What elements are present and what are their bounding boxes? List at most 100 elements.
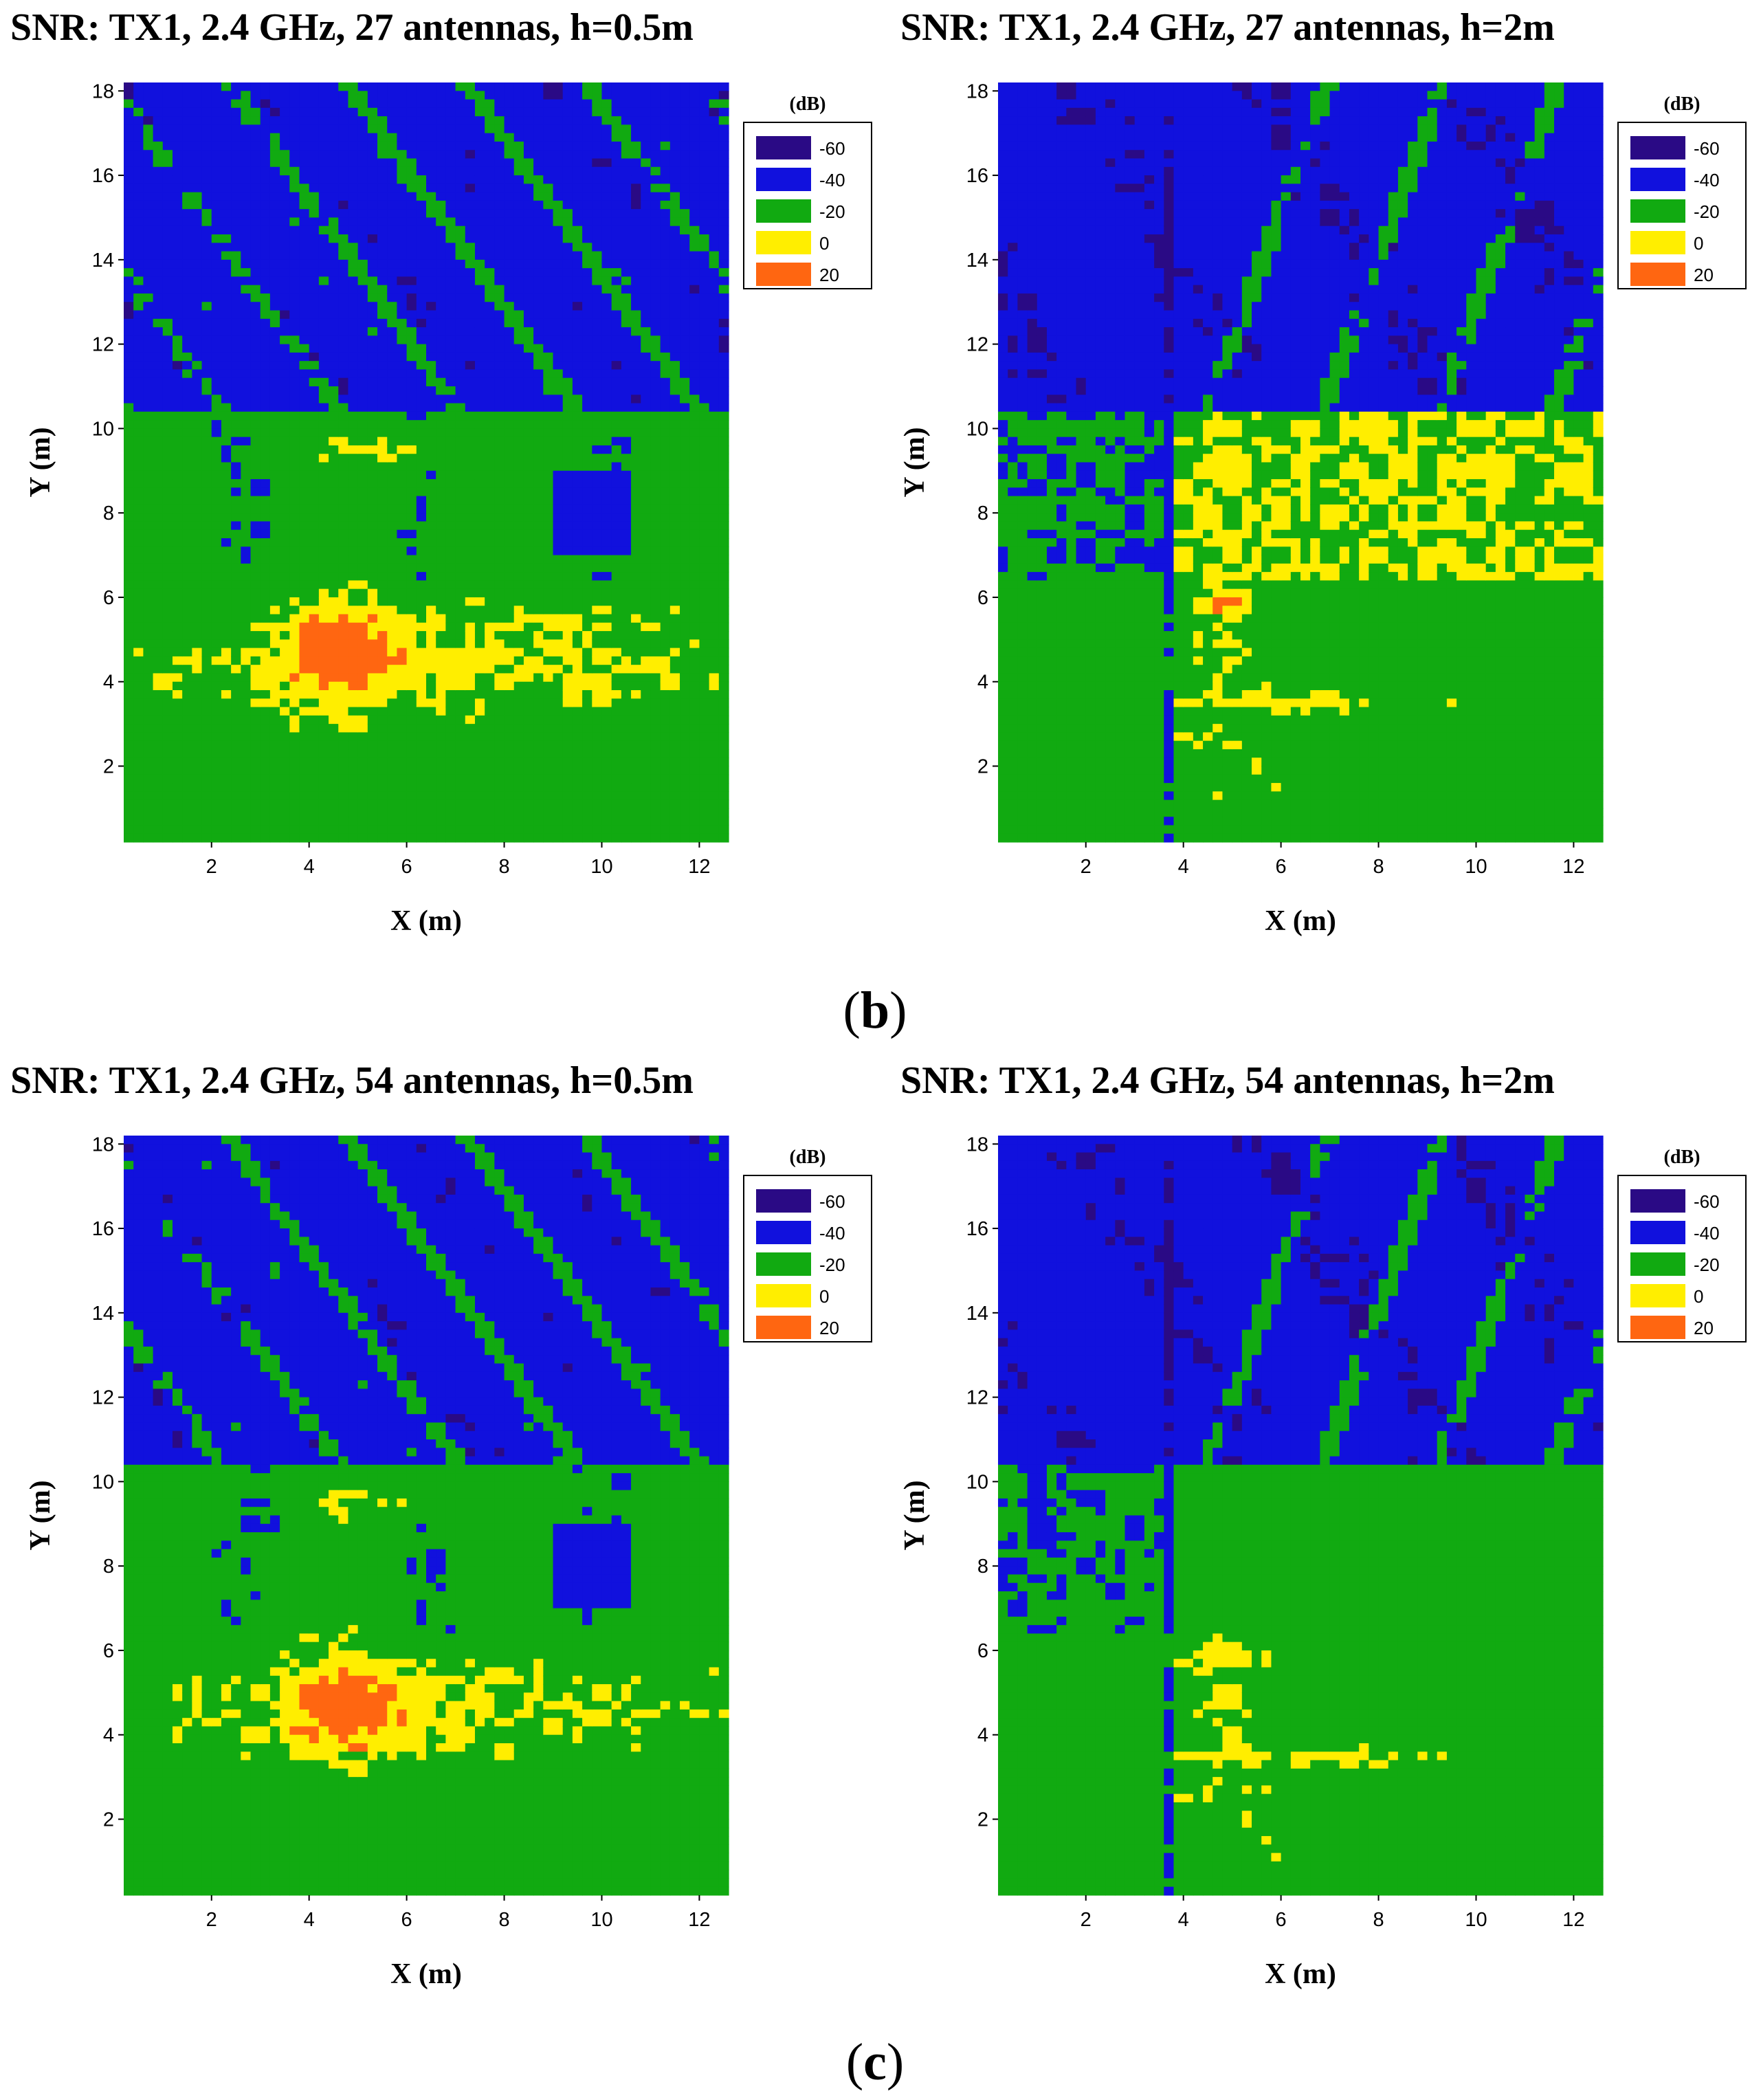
- heatmap-cell: [192, 260, 202, 269]
- heatmap-cell: [387, 260, 397, 269]
- heatmap-cell: [231, 808, 241, 817]
- heatmap-cell: [319, 673, 329, 682]
- heatmap-cell: [524, 361, 534, 370]
- heatmap-cell: [241, 471, 251, 480]
- heatmap-cell: [661, 319, 671, 328]
- heatmap-cell: [465, 530, 476, 539]
- heatmap-cell: [582, 335, 592, 344]
- heatmap-cell: [241, 775, 251, 784]
- heatmap-cell: [143, 648, 153, 657]
- heatmap-cell: [456, 82, 466, 91]
- heatmap-cell: [601, 412, 612, 421]
- heatmap-cell: [553, 226, 564, 235]
- heatmap-cell: [280, 91, 290, 100]
- heatmap-cell: [192, 463, 202, 472]
- heatmap-cell: [465, 243, 476, 252]
- heatmap-cell: [319, 496, 329, 505]
- heatmap-cell: [153, 386, 164, 395]
- heatmap-cell: [309, 243, 320, 252]
- heatmap-cell: [445, 184, 456, 192]
- heatmap-cell: [338, 209, 348, 218]
- heatmap-cell: [377, 800, 388, 809]
- heatmap-cell: [631, 100, 641, 109]
- heatmap-cell: [348, 589, 358, 598]
- heatmap-cell: [445, 530, 456, 539]
- heatmap-cell: [514, 479, 524, 488]
- heatmap-cell: [202, 538, 212, 547]
- heatmap-cell: [553, 698, 564, 707]
- heatmap-cell: [348, 420, 358, 429]
- heatmap-cell: [358, 302, 368, 311]
- heatmap-cell: [505, 673, 515, 682]
- heatmap-cell: [631, 673, 641, 682]
- heatmap-cell: [231, 589, 241, 598]
- heatmap-cell: [661, 133, 671, 142]
- heatmap-cell: [261, 716, 271, 725]
- heatmap-cell: [348, 487, 358, 496]
- heatmap-cell: [524, 209, 534, 218]
- heatmap-cell: [621, 597, 632, 606]
- heatmap-cell: [407, 808, 417, 817]
- heatmap-cell: [368, 741, 378, 750]
- heatmap-cell: [650, 91, 661, 100]
- heatmap-cell: [436, 260, 446, 269]
- heatmap-cell: [270, 404, 280, 412]
- heatmap-cell: [631, 159, 641, 168]
- heatmap-cell: [133, 791, 144, 800]
- heatmap-cell: [485, 91, 495, 100]
- heatmap-cell: [475, 673, 485, 682]
- heatmap-cell: [553, 252, 564, 261]
- heatmap-cell: [329, 775, 339, 784]
- heatmap-cell: [407, 361, 417, 370]
- heatmap-cell: [514, 100, 524, 109]
- heatmap-cell: [456, 665, 466, 674]
- heatmap-cell: [397, 395, 407, 404]
- heatmap-cell: [289, 276, 300, 285]
- heatmap-cell: [270, 142, 280, 151]
- heatmap-cell: [338, 445, 348, 454]
- heatmap-cell: [631, 656, 641, 665]
- heatmap-cell: [533, 159, 544, 168]
- heatmap-cell: [661, 91, 671, 100]
- heatmap-cell: [573, 521, 583, 530]
- heatmap-cell: [475, 404, 485, 412]
- heatmap-cell: [338, 133, 348, 142]
- heatmap-cell: [368, 319, 378, 328]
- heatmap-cell: [377, 319, 388, 328]
- heatmap-cell: [524, 758, 534, 766]
- heatmap-cell: [514, 404, 524, 412]
- heatmap-cell: [475, 116, 485, 125]
- heatmap-cell: [348, 192, 358, 201]
- heatmap-cell: [153, 243, 164, 252]
- heatmap-cell: [153, 825, 164, 834]
- heatmap-cell: [231, 184, 241, 192]
- heatmap-cell: [407, 260, 417, 269]
- heatmap-cell: [377, 428, 388, 437]
- heatmap-cell: [514, 437, 524, 446]
- heatmap-cell: [485, 513, 495, 522]
- heatmap-cell: [573, 412, 583, 421]
- heatmap-cell: [387, 546, 397, 555]
- heatmap-cell: [582, 353, 592, 362]
- heatmap-cell: [124, 741, 134, 750]
- heatmap-cell: [533, 808, 544, 817]
- heatmap-cell: [251, 378, 261, 387]
- heatmap-cell: [329, 479, 339, 488]
- heatmap-cell: [280, 716, 290, 725]
- heatmap-cell: [153, 167, 164, 176]
- heatmap-cell: [358, 159, 368, 168]
- heatmap-cell: [661, 209, 671, 218]
- heatmap-cell: [641, 690, 651, 699]
- heatmap-cell: [299, 159, 309, 168]
- heatmap-cell: [553, 150, 564, 159]
- heatmap-cell: [601, 327, 612, 336]
- heatmap-cell: [592, 175, 602, 184]
- heatmap-cell: [475, 546, 485, 555]
- heatmap-cell: [319, 445, 329, 454]
- heatmap-cell: [280, 82, 290, 91]
- heatmap-cell: [124, 631, 134, 640]
- heatmap-cell: [563, 724, 573, 733]
- heatmap-cell: [261, 142, 271, 151]
- heatmap-cell: [212, 648, 222, 657]
- heatmap-cell: [621, 665, 632, 674]
